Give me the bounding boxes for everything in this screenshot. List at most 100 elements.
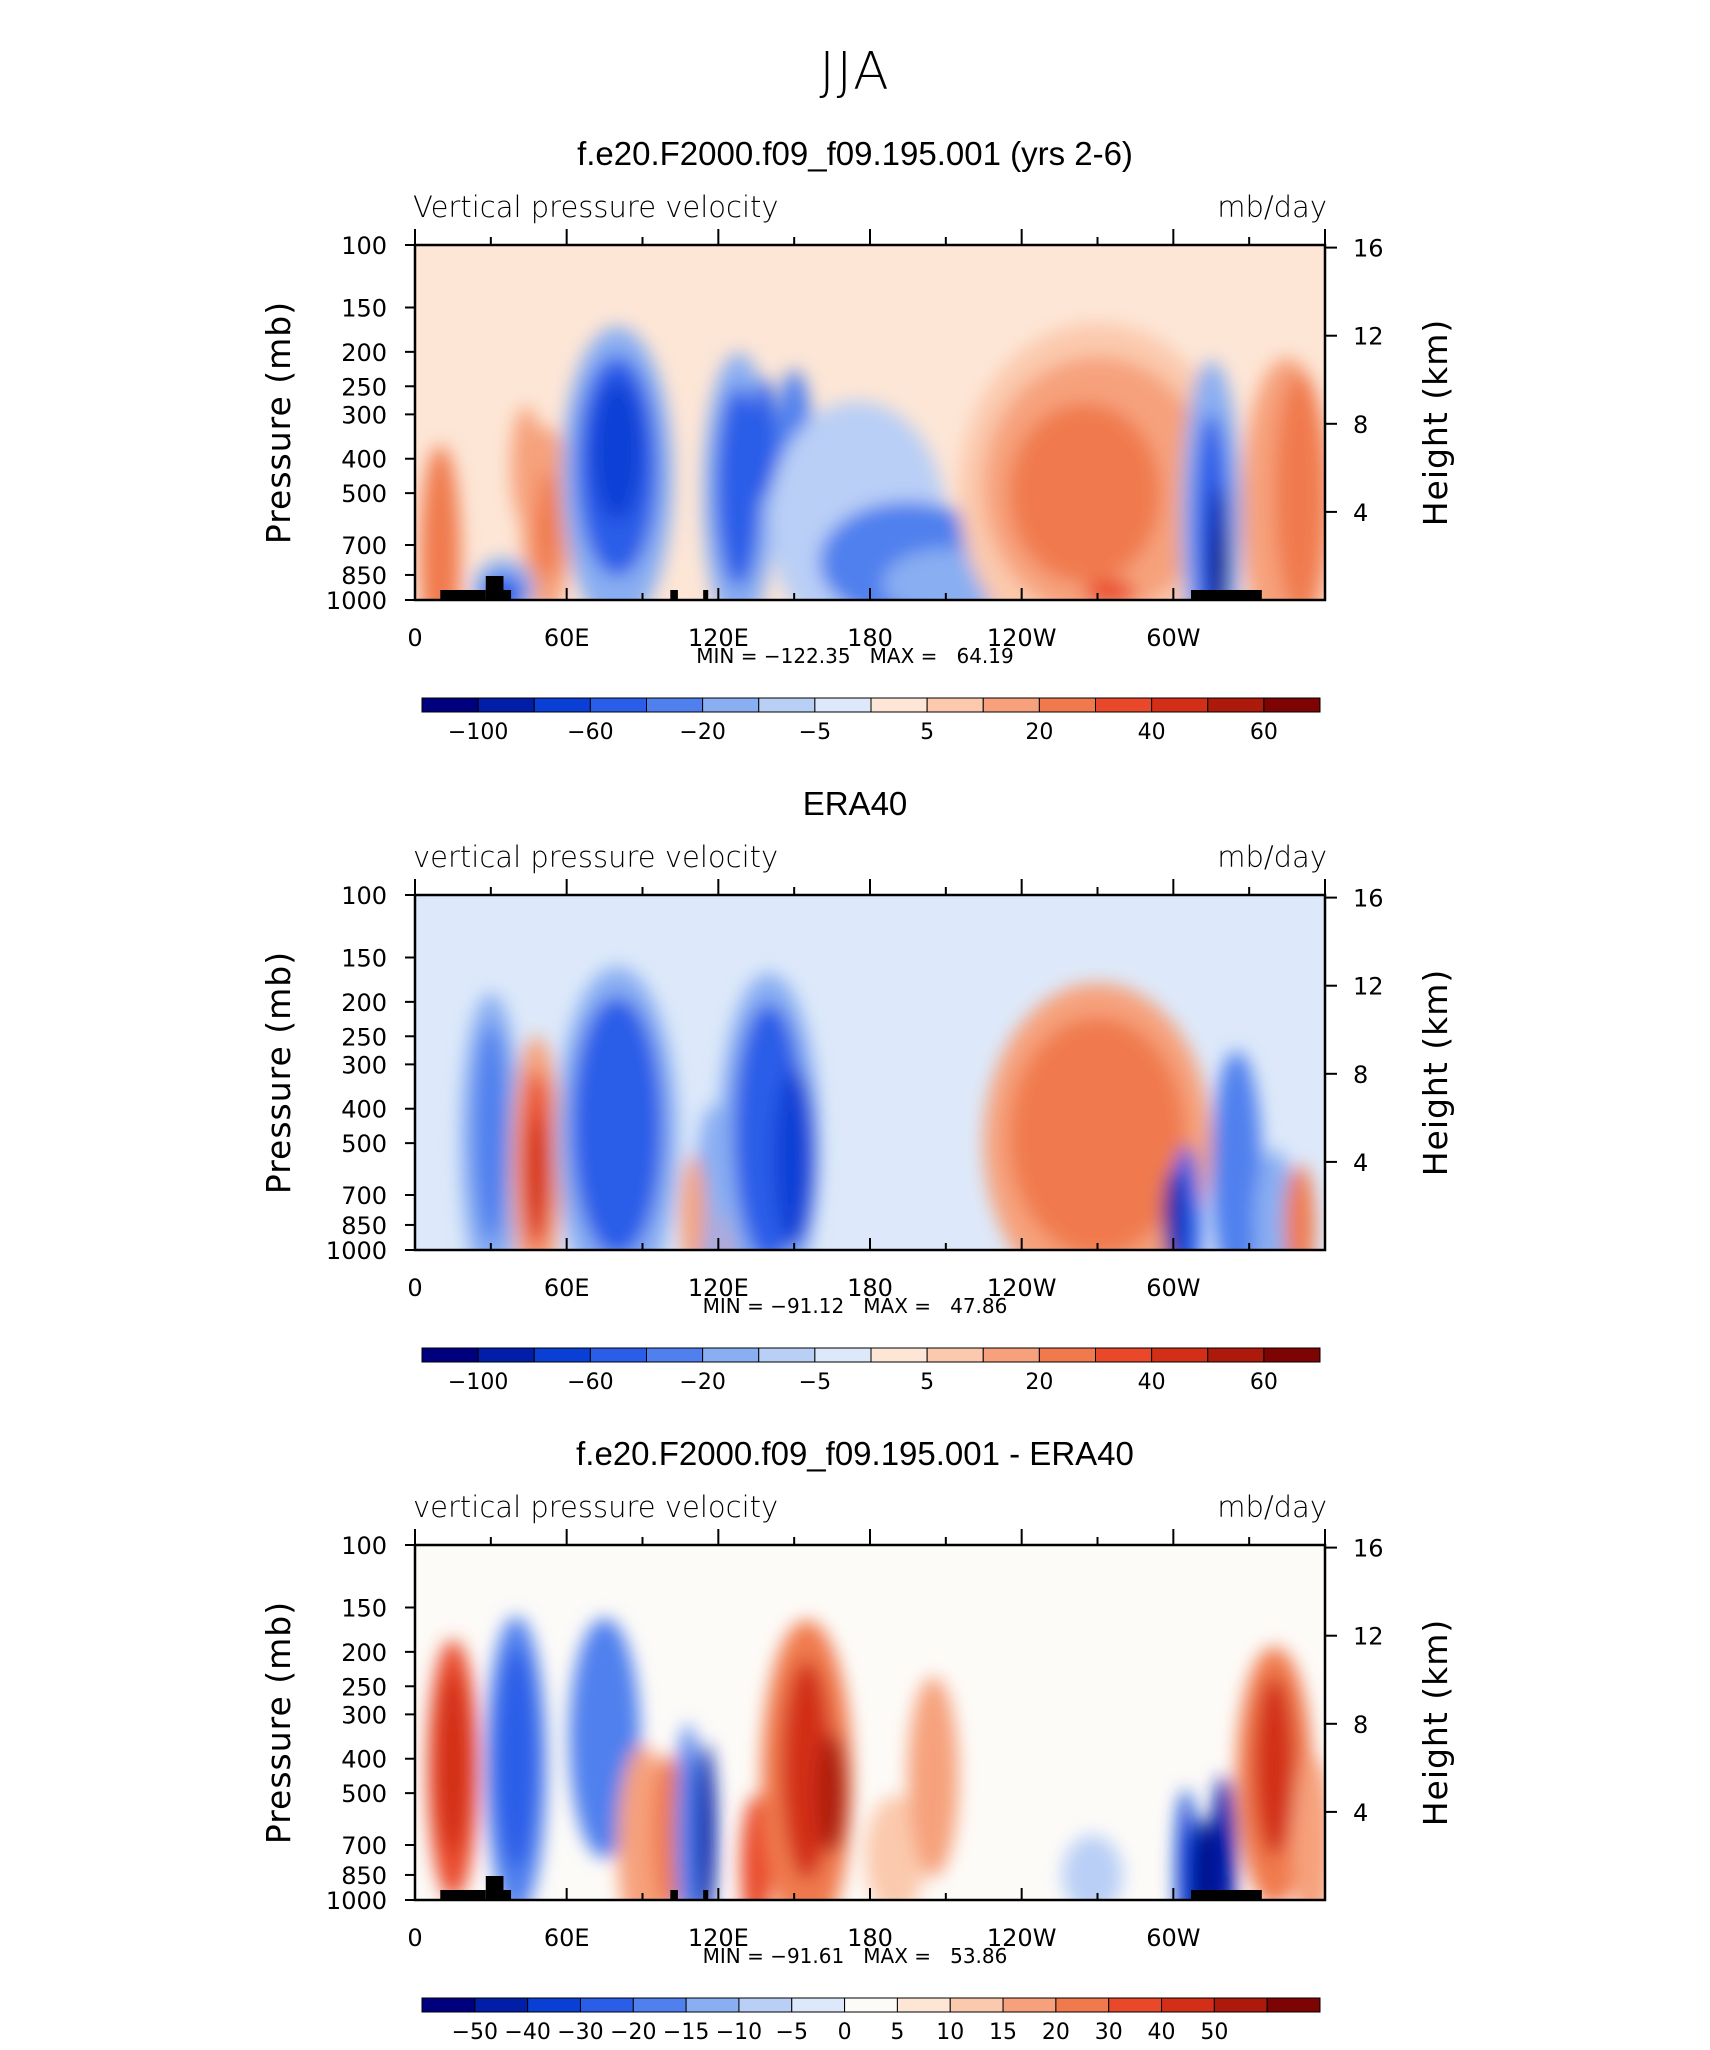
x-tick-label: 120W — [987, 1274, 1057, 1302]
colorbar-label: −60 — [567, 1370, 613, 1395]
colorbar-swatch — [791, 1997, 846, 2013]
y-tick-label: 150 — [341, 945, 387, 973]
colorbar-swatch — [589, 697, 647, 713]
y-tick-label: 300 — [341, 401, 387, 429]
panel-title: f.e20.F2000.f09_f09.195.001 - ERA40 — [576, 1435, 1134, 1472]
colorbar-swatch — [533, 1347, 591, 1363]
colorbar-swatch — [474, 1997, 529, 2013]
y-tick-label: 500 — [341, 480, 387, 508]
topography-mask — [670, 590, 678, 600]
colorbar-label: −100 — [448, 1370, 508, 1395]
y-tick-label: 200 — [341, 1639, 387, 1667]
colorbar-swatch — [1151, 697, 1209, 713]
colorbar-swatch — [758, 697, 816, 713]
colorbar-swatch — [738, 1997, 793, 2013]
contour-region — [1274, 373, 1325, 600]
x-tick-label: 180 — [847, 1274, 893, 1302]
y-tick-label: 500 — [341, 1130, 387, 1158]
colorbar-label: −5 — [776, 2020, 808, 2045]
contour-region — [1009, 1016, 1186, 1250]
colorbar-swatch — [1207, 1347, 1265, 1363]
colorbar-swatch — [949, 1997, 1004, 2013]
colorbar-swatch — [844, 1997, 898, 2013]
y-tick-label: 1000 — [326, 1887, 387, 1915]
contour-region — [1193, 1816, 1214, 1900]
x-tick-label: 60W — [1146, 1274, 1200, 1302]
y2-axis-label: Height (km) — [1416, 1619, 1455, 1827]
contour-field — [415, 895, 1325, 1250]
colorbar-swatch — [421, 697, 479, 713]
y-tick-label: 100 — [341, 882, 387, 910]
colorbar-label: −100 — [448, 720, 508, 745]
y2-axis-label: Height (km) — [1416, 319, 1455, 527]
y2-tick-label: 4 — [1353, 1149, 1368, 1177]
y-tick-label: 300 — [341, 1701, 387, 1729]
x-tick-label: 180 — [847, 1924, 893, 1952]
x-tick-label: 120W — [987, 1924, 1057, 1952]
x-tick-label: 120W — [987, 624, 1057, 652]
colorbar-label: −40 — [504, 2020, 550, 2045]
contour-region — [1062, 1834, 1123, 1900]
colorbar-label: 60 — [1250, 720, 1278, 745]
y2-tick-label: 12 — [1353, 973, 1384, 1001]
x-tick-label: 0 — [407, 1924, 422, 1952]
y-tick-label: 400 — [341, 1096, 387, 1124]
colorbar-swatch — [870, 1347, 928, 1363]
colorbar-swatch — [814, 697, 872, 713]
colorbar-swatch — [702, 697, 760, 713]
y-tick-label: 150 — [341, 1595, 387, 1623]
contour-region — [511, 406, 542, 527]
contour-region — [526, 1116, 547, 1237]
colorbar-label: 30 — [1095, 2020, 1123, 2045]
colorbar-swatch — [1266, 1997, 1321, 2013]
variable-label: Vertical pressure velocity — [413, 190, 779, 224]
panel-title: ERA40 — [803, 785, 908, 822]
colorbar-label: 0 — [838, 2020, 852, 2045]
colorbar-swatch — [982, 1347, 1040, 1363]
contour-region — [533, 471, 560, 582]
contour-region — [591, 380, 643, 521]
units-label: mb/day — [1217, 1490, 1327, 1524]
y2-tick-label: 8 — [1353, 1711, 1368, 1739]
colorbar-swatch — [579, 1997, 634, 2013]
y-tick-label: 700 — [341, 532, 387, 560]
colorbar-label: −20 — [679, 720, 725, 745]
colorbar-label: 15 — [989, 2020, 1017, 2045]
y-tick-label: 400 — [341, 446, 387, 474]
colorbar-label: 40 — [1138, 1370, 1166, 1395]
colorbar-label: 40 — [1148, 2020, 1176, 2045]
colorbar-swatch — [1213, 1997, 1268, 2013]
topography-mask — [440, 1890, 486, 1900]
y-tick-label: 200 — [341, 989, 387, 1017]
y-tick-label: 250 — [341, 1673, 387, 1701]
y2-tick-label: 16 — [1353, 885, 1384, 913]
colorbar-label: 50 — [1200, 2020, 1228, 2045]
colorbar-swatch — [1263, 1347, 1321, 1363]
y-axis-label: Pressure (mb) — [259, 1601, 298, 1844]
contour-region — [1284, 1164, 1315, 1250]
x-tick-label: 120E — [688, 1274, 749, 1302]
colorbar-swatch — [758, 1347, 816, 1363]
heatmap-chart: f.e20.F2000.f09_f09.195.001 (yrs 2-6) Ver… — [259, 135, 1455, 745]
colorbar-swatch — [1095, 697, 1153, 713]
units-label: mb/day — [1217, 840, 1327, 874]
colorbar-swatch — [926, 1347, 984, 1363]
contour-field — [415, 1545, 1325, 1900]
colorbar-swatch — [814, 1347, 872, 1363]
y2-tick-label: 4 — [1353, 1799, 1368, 1827]
y-axis-label: Pressure (mb) — [259, 301, 298, 544]
colorbar-label: 5 — [890, 2020, 904, 2045]
colorbar-label: −20 — [679, 1370, 725, 1395]
x-tick-label: 120E — [688, 624, 749, 652]
min-max-label: MIN = −122.35 MAX = 64.19 — [696, 644, 1013, 668]
min-max-label: MIN = −91.61 MAX = 53.86 — [703, 1944, 1008, 1968]
y2-tick-label: 8 — [1353, 1061, 1368, 1089]
y-tick-label: 200 — [341, 339, 387, 367]
contour-region — [675, 1723, 701, 1900]
contour-region — [473, 1023, 509, 1244]
topography-mask — [440, 590, 486, 600]
contour-region — [1211, 1775, 1237, 1900]
contour-region — [437, 1672, 469, 1853]
contour-region — [1292, 1755, 1325, 1900]
colorbar-swatch — [1002, 1997, 1057, 2013]
